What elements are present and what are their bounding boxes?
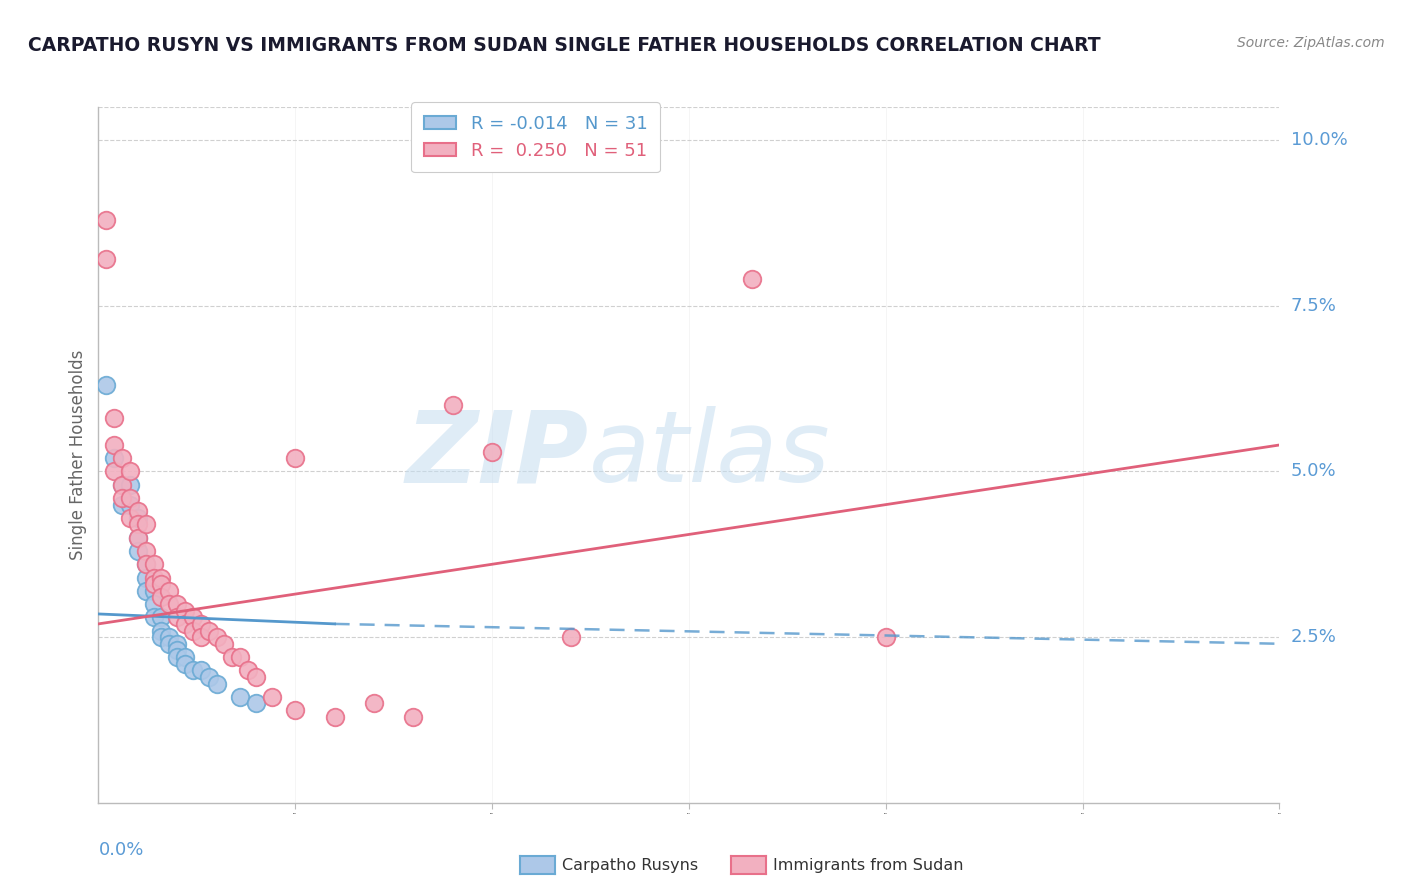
Point xyxy=(142,583,165,598)
Point xyxy=(260,690,283,704)
Point xyxy=(190,616,212,631)
Text: ZIP: ZIP xyxy=(405,407,589,503)
Text: 0.0%: 0.0% xyxy=(98,841,143,859)
Point xyxy=(741,272,763,286)
Point xyxy=(236,663,259,677)
Point xyxy=(150,570,173,584)
Legend: R = -0.014   N = 31, R =  0.250   N = 51: R = -0.014 N = 31, R = 0.250 N = 51 xyxy=(411,103,659,172)
Point xyxy=(135,517,157,532)
Point xyxy=(284,451,307,466)
Point xyxy=(560,630,582,644)
Point xyxy=(127,531,149,545)
Point xyxy=(245,697,267,711)
Point xyxy=(96,378,118,392)
Point xyxy=(157,583,180,598)
Point xyxy=(127,531,149,545)
Point xyxy=(96,252,118,267)
Point xyxy=(284,703,307,717)
Point xyxy=(190,663,212,677)
Point xyxy=(103,465,125,479)
Text: atlas: atlas xyxy=(589,407,830,503)
Point xyxy=(135,583,157,598)
Point xyxy=(181,610,204,624)
Point xyxy=(157,597,180,611)
Text: Carpatho Rusyns: Carpatho Rusyns xyxy=(562,858,699,872)
Point xyxy=(118,498,141,512)
Point xyxy=(135,558,157,572)
Point xyxy=(111,491,134,505)
Point xyxy=(174,657,197,671)
Point xyxy=(181,663,204,677)
Point xyxy=(142,558,165,572)
Point xyxy=(221,650,243,665)
Point xyxy=(166,597,188,611)
Point xyxy=(157,630,180,644)
Y-axis label: Single Father Households: Single Father Households xyxy=(69,350,87,560)
Point xyxy=(402,709,425,723)
Point xyxy=(111,477,134,491)
Text: 5.0%: 5.0% xyxy=(1291,462,1336,481)
Point xyxy=(142,577,165,591)
Point xyxy=(142,610,165,624)
Text: Immigrants from Sudan: Immigrants from Sudan xyxy=(773,858,963,872)
Point xyxy=(135,558,157,572)
Point xyxy=(150,624,173,638)
Point xyxy=(118,491,141,505)
Point xyxy=(197,624,219,638)
Point xyxy=(127,517,149,532)
Point xyxy=(118,465,141,479)
Point xyxy=(245,670,267,684)
Point xyxy=(166,650,188,665)
Text: 2.5%: 2.5% xyxy=(1291,628,1337,646)
Point xyxy=(166,643,188,657)
Point xyxy=(229,650,252,665)
Point xyxy=(135,570,157,584)
Point xyxy=(150,630,173,644)
Point xyxy=(205,676,228,690)
Point xyxy=(166,637,188,651)
Point xyxy=(205,630,228,644)
Point xyxy=(174,650,197,665)
Point xyxy=(166,610,188,624)
Point xyxy=(127,504,149,518)
Point xyxy=(103,438,125,452)
Point xyxy=(214,637,236,651)
Point xyxy=(103,411,125,425)
Point xyxy=(150,610,173,624)
Point xyxy=(135,544,157,558)
Text: 10.0%: 10.0% xyxy=(1291,131,1347,149)
Point xyxy=(118,511,141,525)
Point xyxy=(127,544,149,558)
Point xyxy=(150,591,173,605)
Point xyxy=(174,616,197,631)
Point xyxy=(157,637,180,651)
Point xyxy=(127,511,149,525)
Point xyxy=(441,398,464,412)
Point xyxy=(111,477,134,491)
Point xyxy=(142,570,165,584)
Point xyxy=(174,604,197,618)
Point xyxy=(111,498,134,512)
Point xyxy=(323,709,346,723)
Point xyxy=(118,477,141,491)
Point xyxy=(875,630,897,644)
Point xyxy=(103,451,125,466)
Point xyxy=(181,624,204,638)
Point xyxy=(229,690,252,704)
Text: CARPATHO RUSYN VS IMMIGRANTS FROM SUDAN SINGLE FATHER HOUSEHOLDS CORRELATION CHA: CARPATHO RUSYN VS IMMIGRANTS FROM SUDAN … xyxy=(28,36,1101,54)
Point xyxy=(150,577,173,591)
Point xyxy=(481,444,503,458)
Point xyxy=(142,597,165,611)
Point xyxy=(111,451,134,466)
Text: 7.5%: 7.5% xyxy=(1291,297,1337,315)
Point xyxy=(363,697,385,711)
Point xyxy=(197,670,219,684)
Text: Source: ZipAtlas.com: Source: ZipAtlas.com xyxy=(1237,36,1385,50)
Point xyxy=(96,212,118,227)
Point xyxy=(190,630,212,644)
